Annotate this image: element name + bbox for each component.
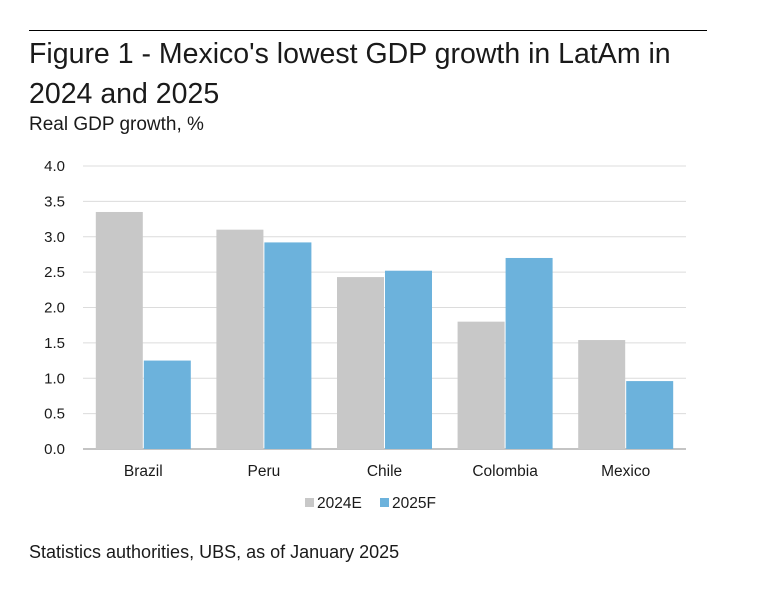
bar-2025F-mexico (626, 381, 674, 449)
bar-chart: 0.0 0.5 1.0 1.5 2.0 2.5 3.0 3.5 4.0 Brazil Peru Ch… (44, 158, 686, 512)
chart-subtitle: Real GDP growth, % (29, 114, 204, 135)
chart-title: Figure 1 - Mexico's lowest GDP growth in… (29, 38, 671, 110)
y-tick-label: 2.5 (44, 264, 65, 281)
legend-swatch (380, 498, 389, 507)
bar-2025F-peru (264, 242, 312, 449)
legend-label: 2025F (392, 495, 436, 512)
x-category-label: Peru (248, 463, 281, 480)
y-axis-ticks: 0.0 0.5 1.0 1.5 2.0 2.5 3.0 3.5 4.0 (44, 158, 65, 458)
legend: 2024E 2025F (305, 495, 436, 512)
bar-2024E-peru (216, 229, 264, 449)
x-axis-categories: Brazil Peru Chile Colombia Mexico (124, 463, 650, 480)
y-tick-label: 1.5 (44, 335, 65, 352)
bar-2025F-chile (385, 270, 432, 449)
bar-2025F-brazil (143, 360, 191, 449)
y-tick-label: 1.0 (44, 370, 65, 387)
x-category-label: Brazil (124, 463, 163, 480)
x-category-label: Mexico (601, 463, 650, 480)
y-tick-label: 3.5 (44, 193, 65, 210)
bar-2024E-colombia (457, 321, 505, 449)
bar-2024E-chile (337, 277, 384, 449)
y-tick-label: 0.0 (44, 441, 65, 458)
y-tick-label: 4.0 (44, 158, 65, 175)
source-note: Statistics authorities, UBS, as of Janua… (29, 542, 400, 562)
x-category-label: Chile (367, 463, 402, 480)
bar-2025F-colombia (505, 257, 553, 449)
top-rule (29, 30, 707, 31)
y-tick-label: 2.0 (44, 300, 65, 317)
legend-swatch (305, 498, 314, 507)
bars (95, 211, 674, 449)
y-tick-label: 0.5 (44, 406, 65, 423)
y-tick-label: 3.0 (44, 229, 65, 246)
x-category-label: Colombia (472, 463, 538, 480)
bar-2024E-brazil (95, 211, 143, 449)
bar-2024E-mexico (578, 340, 626, 449)
legend-label: 2024E (317, 495, 362, 512)
